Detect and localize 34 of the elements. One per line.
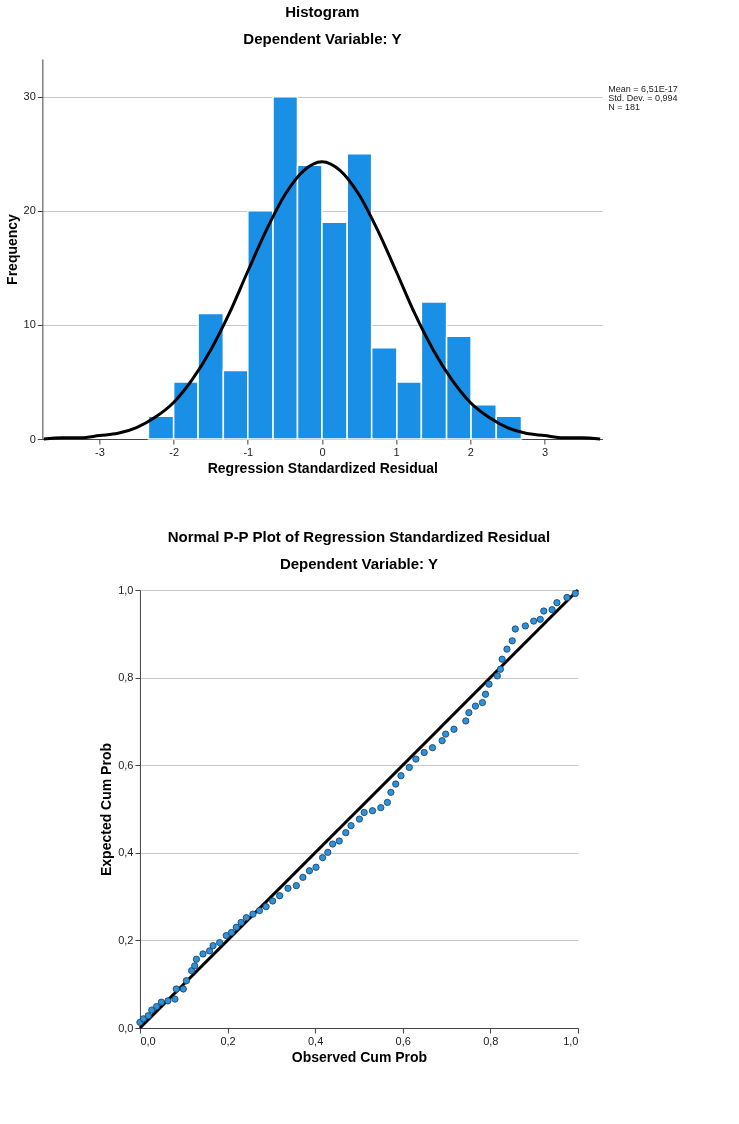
x-tick-label: 0: [319, 445, 326, 458]
chart-title: Normal P-P Plot of Regression Standardized Residual: [167, 528, 551, 545]
x-tick-label: 0,0: [140, 1034, 156, 1047]
y-tick-label: 0: [29, 432, 36, 445]
x-tick-label: 1: [393, 445, 400, 458]
x-tick-label: 0,8: [483, 1034, 499, 1047]
y-axis-title: Frequency: [3, 213, 20, 285]
y-tick-label: 0,0: [118, 1021, 134, 1034]
chart-subtitle: Dependent Variable: Y: [243, 30, 402, 47]
x-tick-label: 0,6: [395, 1034, 411, 1047]
x-axis-title: Observed Cum Prob: [291, 1048, 428, 1065]
x-tick-label: 2: [467, 445, 474, 458]
x-tick-label: -1: [243, 445, 254, 458]
y-tick-label: 1,0: [118, 583, 134, 596]
y-tick-label: 0,8: [118, 671, 134, 684]
x-tick-label: 0,4: [307, 1034, 324, 1047]
y-tick-label: 10: [23, 318, 36, 331]
x-tick-label: -2: [169, 445, 180, 458]
text: Mean = 6,51E-17: [608, 84, 678, 94]
y-tick-label: 0,2: [118, 933, 134, 946]
y-axis-title: Expected Cum Prob: [98, 742, 115, 877]
chart-title: Histogram: [285, 3, 360, 20]
y-tick-label: 0,6: [118, 758, 134, 771]
x-tick-label: 0,2: [220, 1034, 236, 1047]
x-axis-title: Regression Standardized Residual: [207, 459, 438, 476]
x-tick-label: -3: [95, 445, 105, 458]
y-tick-label: 0,4: [118, 846, 134, 859]
y-tick-label: 30: [23, 90, 36, 103]
text: N = 181: [608, 102, 641, 112]
y-tick-label: 20: [23, 204, 36, 217]
x-tick-label: 3: [541, 445, 549, 458]
x-tick-label: 1,0: [563, 1034, 579, 1047]
chart-subtitle: Dependent Variable: Y: [279, 555, 438, 572]
text: Std. Dev. = 0,994: [608, 93, 678, 103]
